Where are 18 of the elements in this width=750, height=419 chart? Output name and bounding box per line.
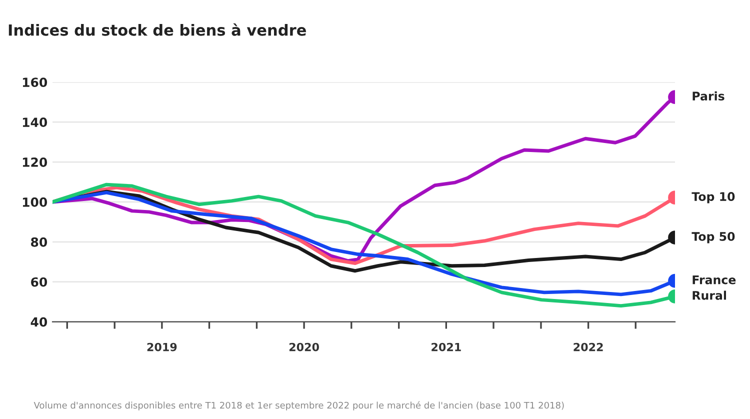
series-label: Top 10: [692, 192, 735, 204]
x-tick-label: 2019: [147, 342, 177, 352]
y-tick-label: 40: [30, 317, 48, 327]
x-tick-label: 2022: [574, 342, 603, 352]
y-tick-label: 120: [22, 157, 48, 167]
series-label: Rural: [692, 290, 726, 300]
x-tick-label: 2021: [432, 342, 461, 352]
y-tick-label: 160: [22, 78, 48, 88]
y-tick-label: 80: [31, 237, 48, 247]
text: Volume d'annonces disponibles entre T1 2018 et 1er septembre 2022 pour le marché de l'ancien (base 100 T1 2018): [34, 401, 564, 410]
y-tick-label: 140: [22, 118, 48, 127]
y-tick-label: 100: [22, 197, 48, 207]
series-label: France: [692, 276, 736, 284]
series-label: Paris: [692, 91, 724, 101]
chart-title: Indices du stock de biens à vendre: [8, 23, 306, 36]
x-tick-label: 2020: [289, 342, 319, 352]
series-label: Top 50: [692, 232, 735, 244]
y-tick-label: 60: [31, 277, 48, 287]
